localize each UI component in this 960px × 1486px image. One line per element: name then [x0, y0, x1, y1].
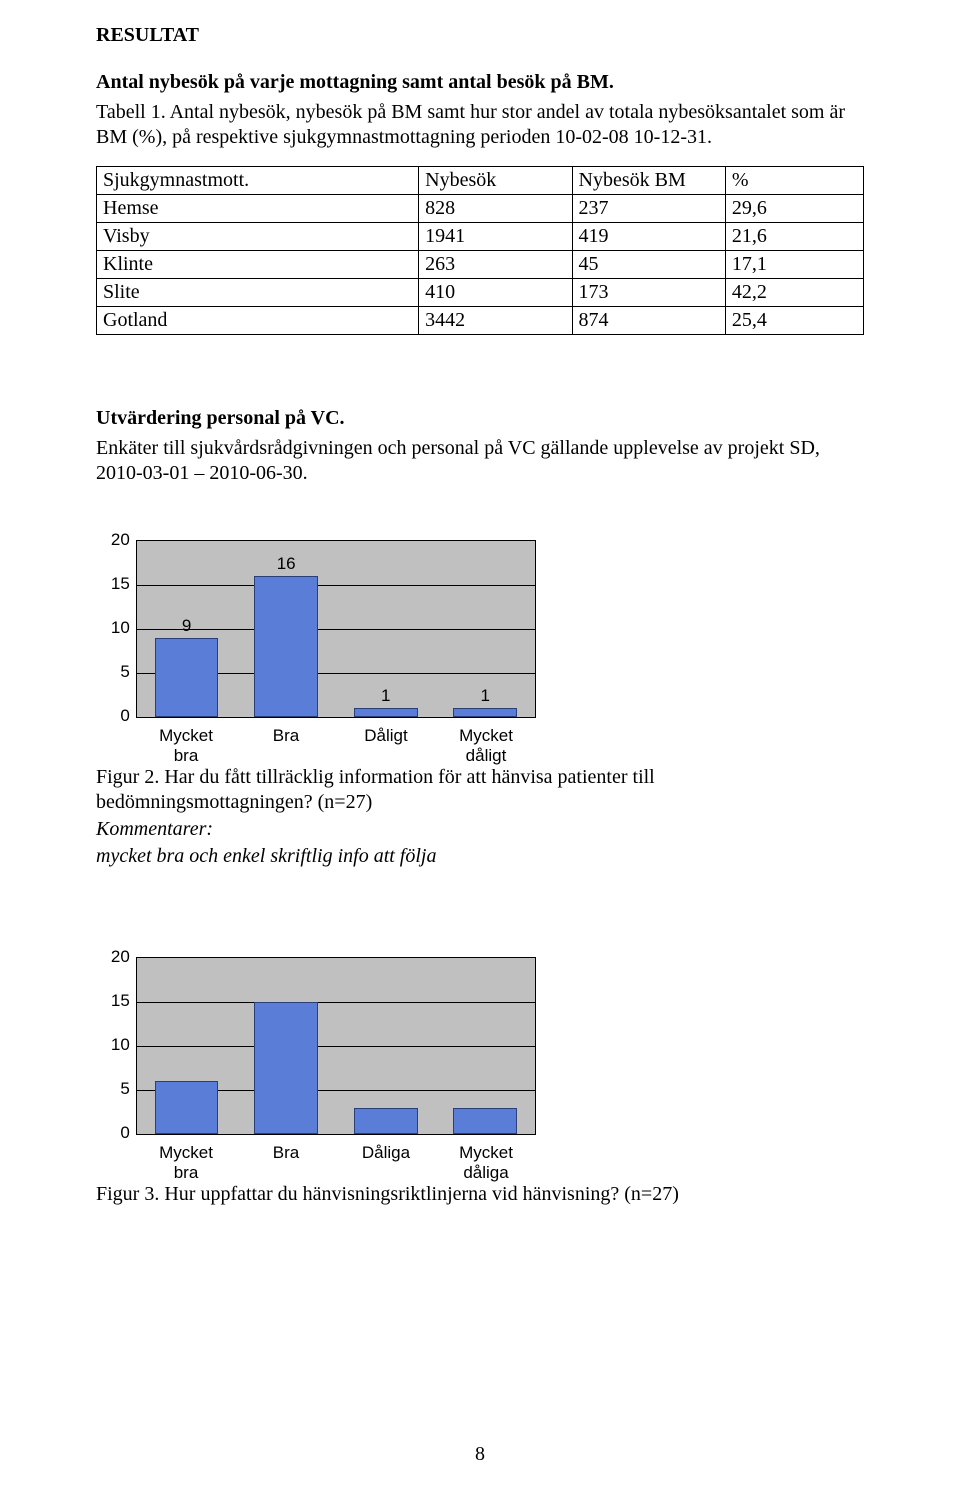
chart-bar [354, 1108, 418, 1134]
chart-bar [453, 1108, 517, 1134]
chart-xtick-label: Mycketbra [136, 722, 236, 765]
paragraph-enkater: Enkäter till sjukvårdsrådgivningen och p… [96, 436, 864, 486]
table-cell: 874 [572, 307, 725, 335]
chart-xtick-label: Dåliga [336, 1139, 436, 1182]
table-row: Slite41017342,2 [97, 279, 864, 307]
chart-bar-value-label: 1 [381, 686, 390, 706]
table-cell: 173 [572, 279, 725, 307]
table-row: Hemse82823729,6 [97, 195, 864, 223]
chart-bar-value-label: 9 [182, 616, 191, 636]
table-cell: 419 [572, 223, 725, 251]
table-cell: 263 [419, 251, 572, 279]
table-body: Hemse82823729,6Visby194141921,6Klinte263… [97, 195, 864, 335]
table-cell: 45 [572, 251, 725, 279]
page-number: 8 [0, 1443, 960, 1466]
chart-bar-value-label: 1 [481, 686, 490, 706]
chart-bar [254, 576, 318, 717]
table-cell: 828 [419, 195, 572, 223]
chart-bar-value-label: 16 [277, 554, 296, 574]
chart-bar [155, 638, 219, 717]
table-row: Visby194141921,6 [97, 223, 864, 251]
table-cell: 25,4 [725, 307, 863, 335]
kommentarer-text: mycket bra och enkel skriftlig info att … [96, 844, 864, 869]
figure-3-chart: 20151050MycketbraBraDåligaMycketdåliga [96, 957, 864, 1182]
table-header-row: Sjukgymnastmott. Nybesök Nybesök BM % [97, 167, 864, 195]
chart-bar [254, 1002, 318, 1134]
chart-xtick-label: Mycketdåliga [436, 1139, 536, 1182]
table-header-cell: Nybesök [419, 167, 572, 195]
section-heading-resultat: RESULTAT [96, 24, 864, 47]
table-cell: 237 [572, 195, 725, 223]
table-row: Gotland344287425,4 [97, 307, 864, 335]
kommentarer-label: Kommentarer: [96, 817, 864, 842]
table-cell: Klinte [97, 251, 419, 279]
table-cell: Gotland [97, 307, 419, 335]
chart-xtick-label: Mycketdåligt [436, 722, 536, 765]
chart-bar [354, 708, 418, 717]
chart-xtick-label: Bra [236, 722, 336, 765]
caption-figur-2: Figur 2. Har du fått tillräcklig informa… [96, 765, 864, 815]
subheading-utvardering: Utvärdering personal på VC. [96, 407, 864, 430]
table-cell: 21,6 [725, 223, 863, 251]
caption-figur-3: Figur 3. Hur uppfattar du hänvisningsrik… [96, 1182, 864, 1207]
table-cell: 29,6 [725, 195, 863, 223]
table-cell: Visby [97, 223, 419, 251]
table-cell: 17,1 [725, 251, 863, 279]
table-row: Klinte2634517,1 [97, 251, 864, 279]
chart-bar [453, 708, 517, 717]
chart-xtick-label: Dåligt [336, 722, 436, 765]
table-nybesok: Sjukgymnastmott. Nybesök Nybesök BM % He… [96, 166, 864, 335]
table-cell: Slite [97, 279, 419, 307]
table-cell: 410 [419, 279, 572, 307]
table-cell: 3442 [419, 307, 572, 335]
table-header-cell: % [725, 167, 863, 195]
caption-tabell-1: Tabell 1. Antal nybesök, nybesök på BM s… [96, 100, 864, 150]
table-cell: 1941 [419, 223, 572, 251]
chart-xtick-label: Bra [236, 1139, 336, 1182]
subheading-antal-nybesok: Antal nybesök på varje mottagning samt a… [96, 71, 864, 94]
chart-bar [155, 1081, 219, 1134]
table-header-cell: Sjukgymnastmott. [97, 167, 419, 195]
table-header-cell: Nybesök BM [572, 167, 725, 195]
table-cell: 42,2 [725, 279, 863, 307]
chart-xtick-label: Mycketbra [136, 1139, 236, 1182]
table-cell: Hemse [97, 195, 419, 223]
figure-2-chart: 2015105091611MycketbraBraDåligtMycketdål… [96, 540, 864, 765]
